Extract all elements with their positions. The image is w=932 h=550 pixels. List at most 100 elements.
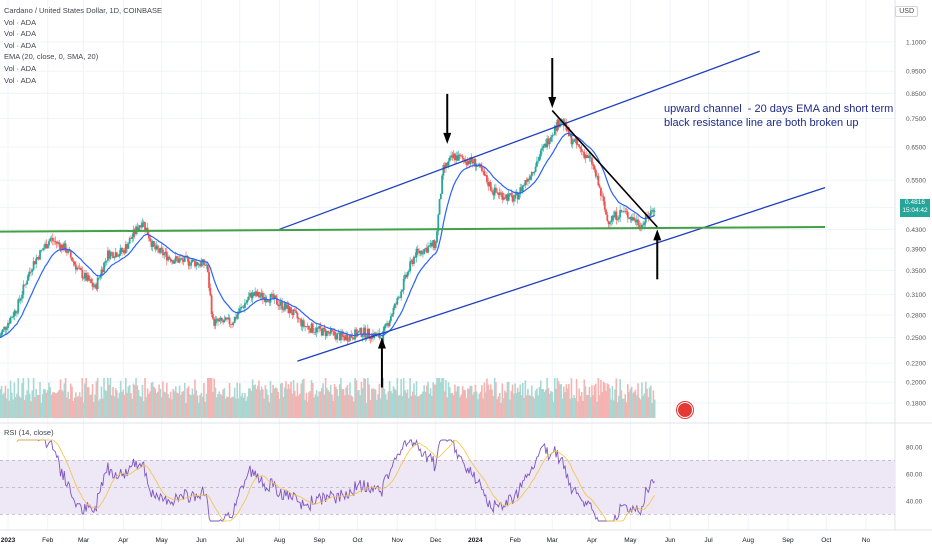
volume-bar [597,378,600,418]
volume-bar [523,397,525,418]
indicator-label[interactable]: Vol · ADA [4,63,37,73]
candle-body [366,328,369,338]
volume-bar [218,391,221,418]
rsi-label[interactable]: RSI (14, close) [4,428,54,437]
candle-body [89,279,91,281]
volume-bar [420,393,423,418]
candle-body [378,333,381,339]
candle-body [537,160,540,162]
volume-bar [28,393,31,418]
candle-body [635,219,638,223]
x-tick-label: No [862,537,871,544]
volume-bar [641,382,643,418]
volume-bar [488,389,491,418]
volume-bar [93,401,95,418]
volume-bar [30,401,32,418]
indicator-label[interactable]: Vol · ADA [4,40,37,50]
candle-body [597,175,600,186]
volume-bar [615,378,618,418]
volume-bar [496,399,498,418]
volume-bar [650,385,652,418]
candle-body [611,215,614,221]
volume-bar [464,390,466,418]
candle-body [103,262,105,273]
indicator-label[interactable]: EMA (20, close, 0, SMA, 20) [4,52,99,62]
candle-body [247,296,250,301]
candle-body [171,260,173,262]
candle-body [543,143,546,147]
candle-body [27,273,30,281]
volume-bar [118,392,121,418]
candle-body [561,119,564,121]
volume-bar [619,379,621,418]
volume-bar [365,402,368,418]
volume-bar [584,386,587,418]
candle-body [519,187,522,195]
candle-body [347,340,350,342]
candle-body [31,269,34,272]
y-tick-label: 0.3100 [906,292,926,299]
candle-body [620,210,623,212]
candle-body [270,293,273,295]
volume-bar [48,382,50,418]
candle-body [396,298,399,305]
volume-bar [579,395,582,418]
candle-body [173,261,176,264]
arrow-head [443,132,452,144]
candle-body [333,331,336,336]
symbol-title[interactable]: Cardano / United States Dollar, 1D, COIN… [4,6,162,15]
candle-body [617,217,620,220]
volume-bar [215,397,218,418]
candle-body [83,272,86,278]
candle-body [356,332,359,337]
candle-body [320,328,323,336]
volume-bar [428,393,431,418]
volume-bar [574,398,577,418]
candle-body [223,319,226,323]
volume-bar [324,378,327,418]
volume-bar [470,385,473,418]
volume-bar [21,383,23,418]
candle-body [165,251,168,261]
candle-body [443,165,446,168]
volume-bar [542,389,545,418]
candle-body [150,241,153,247]
horizontal-support-line [0,226,826,233]
candle-body [51,238,54,241]
volume-bar [532,396,534,418]
volume-bar [125,378,127,418]
volume-bar [469,385,472,418]
volume-bar [364,378,367,418]
volume-bar [418,396,420,418]
volume-bar [643,393,646,418]
volume-bar [286,389,288,418]
indicator-label[interactable]: Vol · ADA [4,17,37,27]
candle-body [22,284,25,295]
arrow-head [377,337,386,349]
candle-body [571,141,574,145]
candle-body [80,267,82,271]
candle-body [436,231,438,243]
rsi-tick-label: 80.00 [906,444,923,451]
volume-bar [259,390,262,418]
volume-bar [290,381,292,418]
x-tick-label: Feb [510,537,522,544]
candle-body [438,199,441,215]
candle-body [551,135,554,138]
candle-body [209,288,212,296]
candle-body [401,290,404,292]
currency-label[interactable]: USD [895,6,918,17]
candle-body [283,303,286,310]
volume-bar [60,389,63,418]
us-flag-icon[interactable] [677,402,693,418]
volume-bar [101,398,104,418]
indicator-label[interactable]: Vol · ADA [4,75,37,85]
y-tick-label: 0.6500 [906,144,926,151]
candle-body [91,282,94,287]
indicator-label[interactable]: Vol · ADA [4,29,37,39]
candle-body [200,262,203,267]
volume-bar [282,397,285,418]
volume-bar [452,394,455,418]
volume-bar [454,384,456,418]
